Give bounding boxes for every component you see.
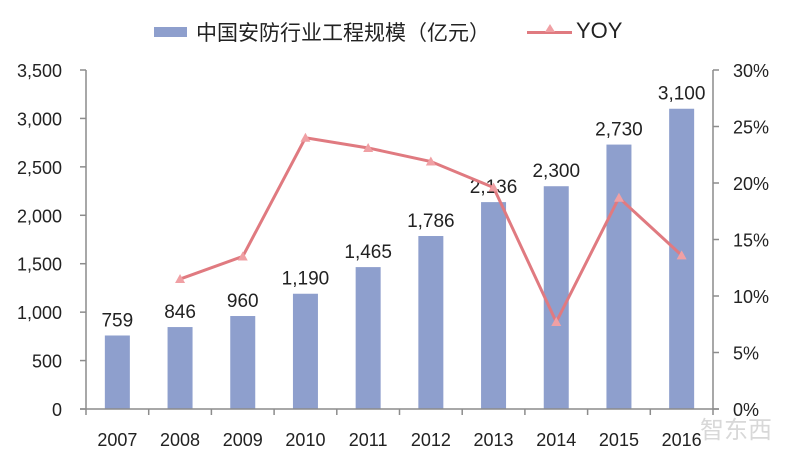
- legend-bar-swatch: [154, 27, 187, 37]
- bar: [292, 293, 318, 409]
- bar: [418, 236, 444, 409]
- left-axis-tick-label: 1,500: [17, 255, 62, 275]
- x-axis-tick-label: 2015: [599, 430, 639, 450]
- triangle-marker-icon: [175, 274, 186, 284]
- x-axis-tick-label: 2009: [223, 430, 263, 450]
- bar: [167, 327, 193, 409]
- bar-data-label: 1,465: [344, 242, 392, 263]
- bar: [481, 202, 507, 409]
- x-axis-tick-label: 2008: [160, 430, 200, 450]
- left-axis-tick-label: 3,000: [17, 109, 62, 129]
- bar-data-label: 3,100: [658, 84, 706, 105]
- right-axis-tick-label: 25%: [733, 118, 769, 138]
- triangle-marker-icon: [551, 316, 562, 326]
- bar: [230, 316, 256, 409]
- left-axis-tick-label: 2,500: [17, 158, 62, 178]
- right-axis-tick-label: 5%: [733, 344, 759, 364]
- triangle-marker-icon: [300, 132, 311, 142]
- legend-line-label: YOY: [576, 18, 623, 43]
- triangle-marker-icon: [237, 251, 248, 261]
- bar: [606, 144, 632, 409]
- x-axis-tick-label: 2011: [349, 430, 388, 450]
- bar-data-label: 2,730: [595, 120, 643, 141]
- right-axis-tick-label: 30%: [733, 61, 769, 81]
- triangle-marker-icon: [613, 192, 624, 202]
- legend-bar-label: 中国安防行业工程规模（亿元）: [196, 21, 490, 45]
- legend: 中国安防行业工程规模（亿元） YOY: [0, 8, 800, 45]
- bar-data-label: 2,300: [532, 161, 580, 182]
- right-axis-tick-label: 20%: [733, 174, 769, 194]
- bar-data-label: 846: [164, 302, 196, 323]
- x-axis-tick-label: 2013: [474, 430, 514, 450]
- bar: [543, 186, 569, 409]
- x-axis-tick-label: 2014: [536, 430, 576, 450]
- bar-data-label: 960: [227, 291, 259, 312]
- left-axis-tick-label: 3,500: [17, 61, 62, 81]
- left-axis-tick-label: 2,000: [17, 206, 62, 226]
- bar: [355, 267, 381, 409]
- x-axis-tick-label: 2012: [411, 430, 451, 450]
- right-axis-tick-label: 10%: [733, 287, 769, 307]
- left-axis-tick-label: 1,000: [17, 303, 62, 323]
- bar: [104, 335, 130, 409]
- bar-data-label: 759: [101, 310, 133, 331]
- watermark: 智东西: [700, 416, 772, 444]
- x-axis-tick-label: 2016: [662, 430, 702, 450]
- right-axis-tick-label: 15%: [733, 231, 769, 251]
- left-axis-tick-label: 500: [32, 352, 62, 372]
- legend-line-swatch: [527, 31, 572, 34]
- x-axis-tick-label: 2007: [97, 430, 137, 450]
- triangle-marker-icon: [488, 182, 499, 192]
- x-axis-tick-label: 2010: [285, 430, 325, 450]
- triangle-marker-icon: [545, 24, 555, 32]
- bar-data-label: 1,190: [282, 269, 330, 290]
- triangle-marker-icon: [363, 142, 374, 152]
- triangle-marker-icon: [425, 156, 436, 166]
- bar-data-label: 1,786: [407, 211, 455, 232]
- left-axis-tick-label: 0: [52, 400, 62, 420]
- right-axis-tick-label: 0%: [733, 400, 759, 420]
- triangle-marker-icon: [676, 250, 687, 260]
